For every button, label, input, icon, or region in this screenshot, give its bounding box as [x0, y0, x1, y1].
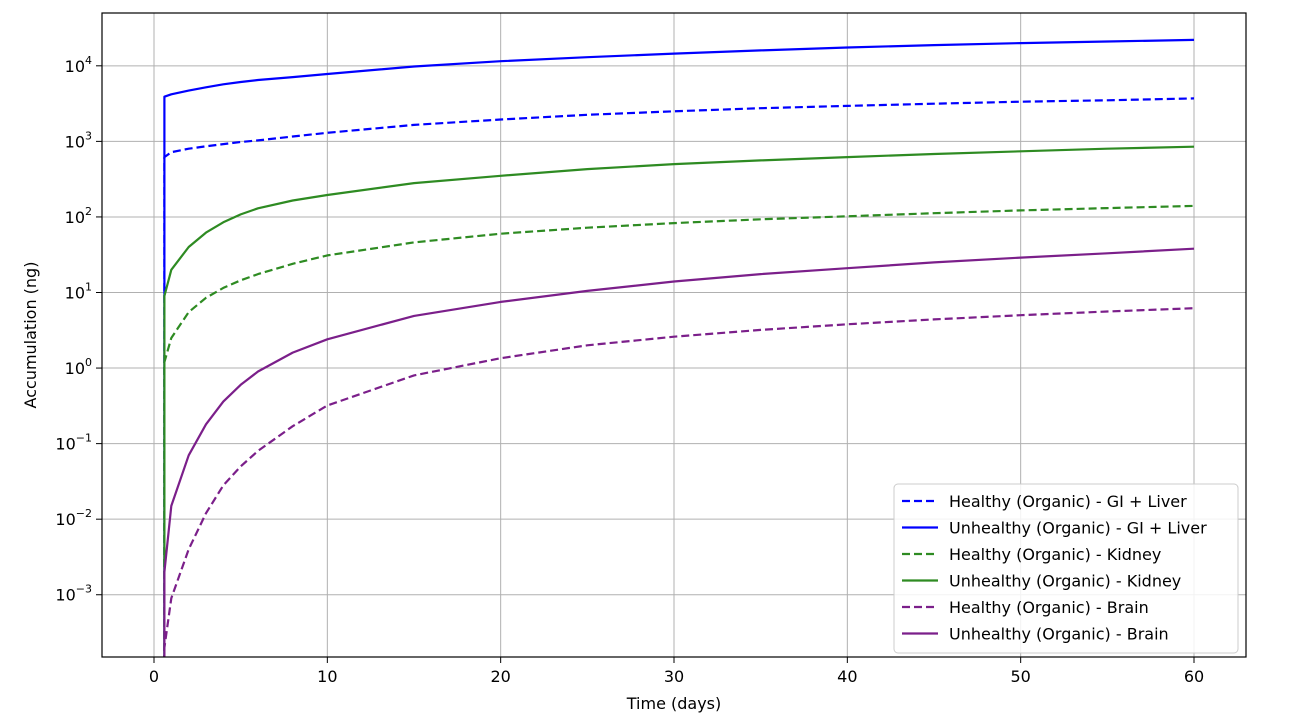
series-line-0 [163, 97, 1195, 657]
series-line-2 [163, 204, 1195, 657]
series-line-3 [163, 145, 1195, 657]
y-tick-label: 102 [65, 205, 92, 227]
x-tick-label: 50 [1010, 667, 1030, 686]
y-tick-label: 101 [65, 280, 92, 302]
y-tick-base: 10 [65, 359, 85, 378]
y-tick-base: 10 [65, 283, 85, 302]
y-tick-exponent: 2 [85, 205, 92, 218]
legend-box [893, 483, 1239, 654]
x-tick-label: 60 [1184, 667, 1204, 686]
x-tick-label: 30 [664, 667, 684, 686]
x-axis: 0 10 20 30 40 50 60 [149, 657, 1204, 686]
x-tick-label: 0 [149, 667, 159, 686]
y-tick-exponent: 1 [85, 280, 92, 293]
series-line-5 [163, 247, 1195, 657]
y-tick-label: 10−1 [55, 432, 92, 454]
y-tick-exponent: −3 [76, 583, 92, 596]
series-layer [163, 38, 1195, 657]
x-axis-label: Time (days) [626, 694, 722, 713]
legend-label: Unhealthy (Organic) - GI + Liver [949, 519, 1207, 538]
y-tick-base: 10 [65, 57, 85, 76]
y-tick-label: 103 [65, 129, 92, 151]
x-tick-label: 20 [490, 667, 510, 686]
y-tick-exponent: −2 [76, 507, 92, 520]
x-tick-label: 10 [317, 667, 337, 686]
x-tick-label: 40 [837, 667, 857, 686]
y-tick-base: 10 [55, 586, 75, 605]
legend-label: Unhealthy (Organic) - Brain [949, 625, 1169, 644]
y-tick-base: 10 [55, 435, 75, 454]
y-tick-base: 10 [55, 510, 75, 529]
legend-label: Healthy (Organic) - GI + Liver [949, 492, 1187, 511]
legend-label: Unhealthy (Organic) - Kidney [949, 572, 1181, 591]
y-tick-exponent: 0 [85, 356, 92, 369]
y-tick-exponent: 4 [85, 54, 92, 67]
y-tick-label: 10−2 [55, 507, 92, 529]
legend-label: Healthy (Organic) - Kidney [949, 545, 1161, 564]
legend-label: Healthy (Organic) - Brain [949, 598, 1149, 617]
y-tick-label: 10−3 [55, 583, 92, 605]
y-tick-exponent: 3 [85, 129, 92, 142]
legend: Healthy (Organic) - GI + Liver Unhealthy … [893, 483, 1239, 654]
y-tick-base: 10 [65, 132, 85, 151]
y-tick-label: 100 [65, 356, 92, 378]
y-axis-label: Accumulation (ng) [21, 262, 40, 409]
series-line-1 [163, 38, 1195, 657]
y-tick-exponent: −1 [76, 432, 92, 445]
y-tick-label: 104 [65, 54, 92, 76]
y-tick-base: 10 [65, 208, 85, 227]
series-line-4 [163, 307, 1195, 657]
